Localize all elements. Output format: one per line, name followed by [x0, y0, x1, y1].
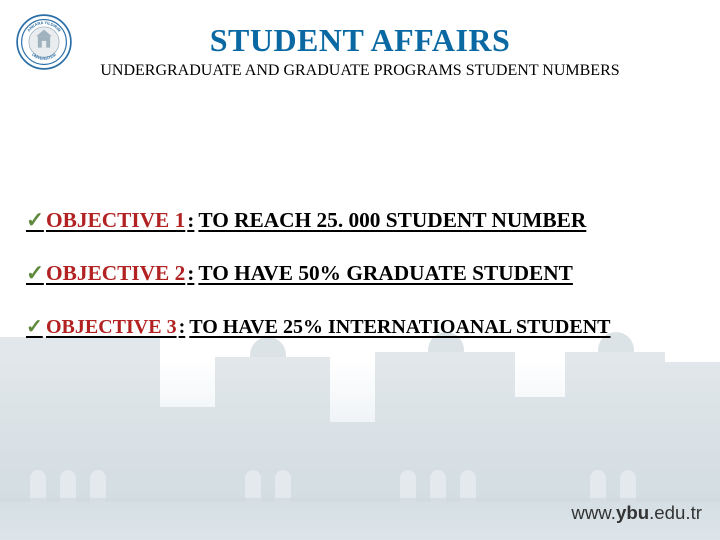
- bg-building: [330, 422, 375, 502]
- objective-item: ✓ OBJECTIVE 1 : TO REACH 25. 000 STUDENT…: [26, 208, 700, 233]
- bg-building: [160, 407, 215, 502]
- footer-url-part: .edu.tr: [649, 502, 702, 523]
- objective-item: ✓ OBJECTIVE 3 : TO HAVE 25% INTERNATIOAN…: [26, 314, 700, 339]
- objective-label: OBJECTIVE 3: [46, 316, 177, 339]
- footer-url: www.ybu.edu.tr: [571, 502, 702, 524]
- footer-url-part: ybu: [616, 502, 649, 523]
- objectives-list: ✓ OBJECTIVE 1 : TO REACH 25. 000 STUDENT…: [26, 208, 700, 367]
- bg-building: [665, 362, 720, 502]
- objective-text: TO HAVE 50% GRADUATE STUDENT: [198, 261, 573, 286]
- page-title: STUDENT AFFAIRS: [0, 22, 720, 59]
- objective-separator: :: [185, 261, 198, 286]
- check-icon: ✓: [26, 314, 46, 339]
- footer-url-part: www.: [571, 502, 616, 523]
- bg-building: [565, 352, 665, 502]
- check-icon: ✓: [26, 261, 46, 286]
- objective-text: TO REACH 25. 000 STUDENT NUMBER: [198, 208, 586, 233]
- objective-text: TO HAVE 25% INTERNATIOANAL STUDENT: [189, 316, 610, 339]
- bg-building: [515, 397, 565, 502]
- page-subtitle: UNDERGRADUATE AND GRADUATE PROGRAMS STUD…: [0, 62, 720, 80]
- check-icon: ✓: [26, 208, 46, 233]
- objective-label: OBJECTIVE 1: [46, 208, 185, 233]
- objective-item: ✓ OBJECTIVE 2 : TO HAVE 50% GRADUATE STU…: [26, 261, 700, 286]
- bg-building: [215, 357, 330, 502]
- objective-separator: :: [185, 208, 198, 233]
- objective-separator: :: [177, 316, 190, 339]
- objective-label: OBJECTIVE 2: [46, 261, 185, 286]
